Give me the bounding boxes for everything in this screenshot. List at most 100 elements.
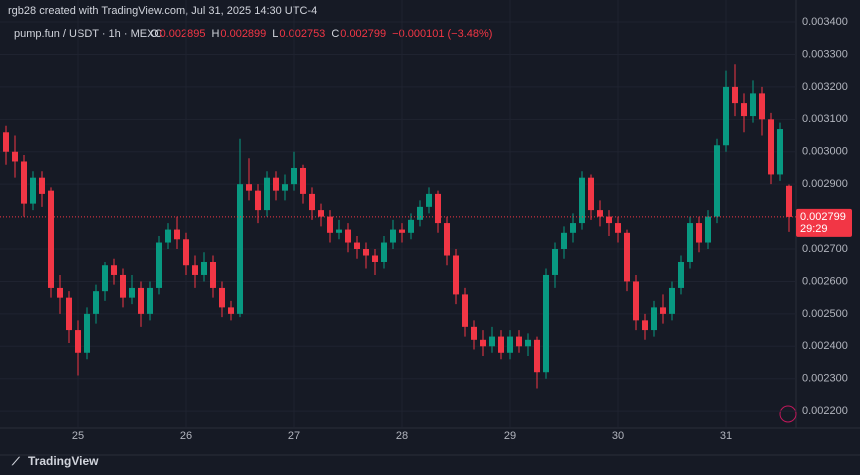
candle-body xyxy=(399,229,405,233)
candle-body xyxy=(516,336,522,347)
candle-body xyxy=(138,287,144,314)
y-tick-label: 0.003400 xyxy=(802,16,848,28)
y-tick-label: 0.002700 xyxy=(802,243,848,255)
candle-body xyxy=(282,184,288,191)
candle-body xyxy=(318,210,324,217)
brand: TradingView xyxy=(28,454,99,468)
candle-body xyxy=(156,242,162,288)
candle-body xyxy=(408,219,414,233)
candle-body xyxy=(462,294,468,327)
ohlc-label: H xyxy=(211,28,219,40)
logo-mark: ⟋ xyxy=(11,456,21,468)
candle-body xyxy=(435,193,441,224)
candle-body xyxy=(3,132,9,152)
candle-body xyxy=(120,274,126,298)
candle-body xyxy=(678,261,684,288)
candle-body xyxy=(768,119,774,175)
candle-body xyxy=(39,177,45,194)
candle-body xyxy=(651,307,657,331)
symbol: pump.fun / USDT · 1h · MEXC xyxy=(14,28,162,40)
ohlc-value: 0.002799 xyxy=(340,28,386,40)
candle-body xyxy=(615,223,621,233)
price-tag-value: 0.002799 xyxy=(800,211,846,223)
candle-body xyxy=(534,339,540,373)
candle-body xyxy=(264,177,270,211)
y-tick-label: 0.002600 xyxy=(802,275,848,287)
candle-body xyxy=(309,193,315,211)
candle-body xyxy=(417,206,423,220)
y-tick-label: 0.002900 xyxy=(802,178,848,190)
candle-body xyxy=(102,265,108,292)
candle-body xyxy=(372,255,378,262)
candle-body xyxy=(174,229,180,240)
candle-body xyxy=(741,103,747,117)
candle-body xyxy=(660,307,666,314)
candle-body xyxy=(291,167,297,185)
y-tick-label: 0.003000 xyxy=(802,146,848,158)
y-tick-label: 0.003200 xyxy=(802,81,848,93)
candle-body xyxy=(345,229,351,243)
candle-body xyxy=(507,336,513,353)
candle-body xyxy=(75,330,81,353)
candle-body xyxy=(93,291,99,314)
x-tick-label: 28 xyxy=(396,430,408,442)
candle-body xyxy=(642,320,648,331)
candle-body xyxy=(777,129,783,175)
candle-body xyxy=(687,223,693,262)
candle-body xyxy=(381,242,387,262)
candle-body xyxy=(219,287,225,308)
candle-body xyxy=(300,167,306,194)
candle-body xyxy=(606,216,612,224)
candle-body xyxy=(30,177,36,204)
x-tick-label: 31 xyxy=(720,430,732,442)
candle-body xyxy=(480,339,486,347)
candle-body xyxy=(669,287,675,314)
candle-body xyxy=(390,229,396,243)
y-tick-label: 0.003100 xyxy=(802,113,848,125)
candle-body xyxy=(327,216,333,233)
candle-body xyxy=(633,281,639,321)
candle-body xyxy=(597,210,603,217)
ohlc-change: −0.000101 (−3.48%) xyxy=(392,28,492,40)
candle-body xyxy=(201,261,207,275)
ohlc-label: O xyxy=(150,28,159,40)
candle-body xyxy=(192,265,198,275)
candle-body xyxy=(543,274,549,373)
candle-body xyxy=(111,265,117,275)
x-tick-label: 29 xyxy=(504,430,516,442)
candle-body xyxy=(57,287,63,298)
candle-body xyxy=(525,339,531,347)
candle-body xyxy=(246,184,252,191)
candle-body xyxy=(561,232,567,250)
candle-body xyxy=(354,242,360,250)
candle-body xyxy=(165,229,171,243)
y-tick-label: 0.003300 xyxy=(802,48,848,60)
ohlc-value: 0.002899 xyxy=(220,28,266,40)
candle-body xyxy=(21,161,27,204)
credit: rgb28 created with TradingView.com, Jul … xyxy=(8,5,317,17)
x-tick-label: 30 xyxy=(612,430,624,442)
x-tick-label: 27 xyxy=(288,430,300,442)
candle-body xyxy=(588,177,594,211)
candle-body xyxy=(66,297,72,331)
ohlc-label: L xyxy=(272,28,278,40)
candle-body xyxy=(705,216,711,243)
candle-body xyxy=(336,229,342,233)
alert-icon[interactable] xyxy=(779,405,797,423)
y-tick-label: 0.002300 xyxy=(802,373,848,385)
candle-body xyxy=(444,223,450,256)
candle-body xyxy=(579,177,585,224)
y-tick-label: 0.002200 xyxy=(802,405,848,417)
y-tick-label: 0.002500 xyxy=(802,308,848,320)
candle-body xyxy=(12,151,18,162)
candle-body xyxy=(759,93,765,120)
candle-body xyxy=(723,86,729,146)
price-tag xyxy=(796,208,852,237)
candle-body xyxy=(129,287,135,298)
candle-body xyxy=(570,223,576,233)
candle-body xyxy=(210,261,216,288)
candle-body xyxy=(552,249,558,275)
candle-body xyxy=(183,239,189,266)
